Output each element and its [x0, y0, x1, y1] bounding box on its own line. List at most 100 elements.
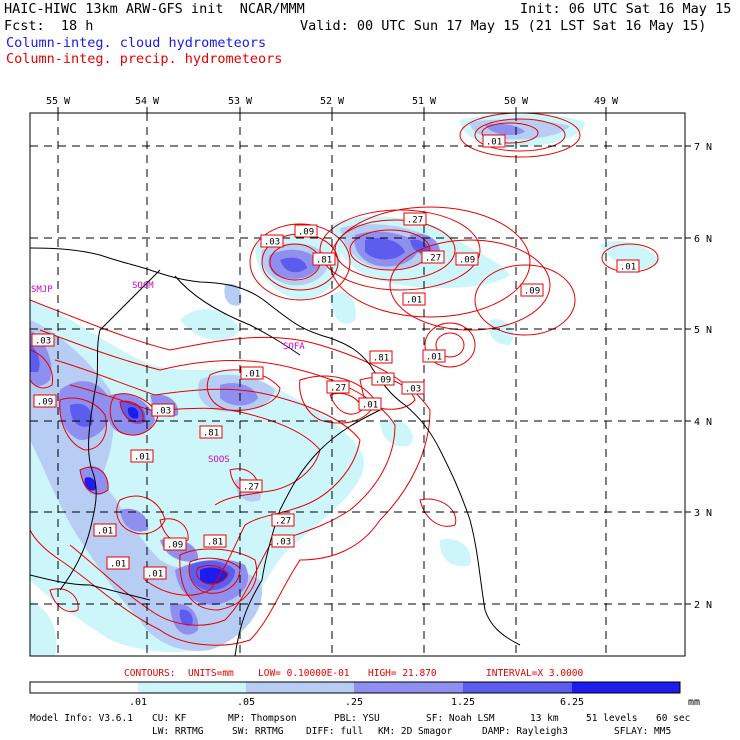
lat-label: 3 N [694, 508, 712, 519]
contour-label-box [422, 349, 446, 363]
contour-labels: .01 .03 .09 .27 .81 .27 .09 .01 .09 .01 .03 .01 .81.… [31, 134, 640, 580]
longitude-labels: 55 W 54 W 53 W 52 W 51 W 50 W 49 W [46, 96, 619, 107]
contour-label: .27 [330, 384, 346, 394]
lat-label: 6 N [694, 234, 712, 245]
contour-label: .09 [37, 398, 53, 408]
contour-label-box [326, 380, 350, 394]
low-text: LOW= 0.10000E-01 [258, 668, 350, 679]
lon-label: 52 W [320, 96, 345, 107]
contour-label-box [455, 252, 479, 266]
color-legend: .01 .05 .25 1.25 6.25 mm [29, 681, 700, 708]
coastline [30, 247, 521, 656]
contour-label-box [151, 403, 175, 417]
contour-label-box [199, 425, 223, 439]
lat-label: 7 N [694, 142, 712, 153]
legend-tick: 6.25 [560, 697, 584, 708]
contour-label: .27 [407, 216, 423, 226]
contour-info: CONTOURS: UNITS=mm LOW= 0.10000E-01 HIGH… [124, 668, 584, 679]
contour-label: .03 [35, 337, 51, 347]
station-label: SOOS [208, 455, 230, 465]
model-damp: DAMP: Rayleigh3 [482, 726, 568, 737]
lon-label: 50 W [504, 96, 529, 107]
contour-label: .81 [203, 429, 219, 439]
contour-label: .01 [110, 560, 126, 570]
lon-label: 55 W [46, 96, 71, 107]
lon-label: 54 W [135, 96, 160, 107]
contour-label-box [402, 292, 426, 306]
contour-label-box [31, 333, 55, 347]
model-info: Model Info: V3.6.1 CU: KF MP: Thompson P… [30, 713, 690, 737]
contour-label: .03 [155, 407, 171, 417]
contour-label: .09 [524, 287, 540, 297]
model-cu: CU: KF [152, 713, 187, 724]
map-frame [29, 112, 686, 657]
model-diff: DIFF: full [306, 726, 363, 737]
model-lw: LW: RRTMG [152, 726, 204, 737]
contour-label-box [401, 381, 425, 395]
model-levels: 51 levels [586, 713, 637, 724]
contour-label: .81 [373, 354, 389, 364]
contour-label: .01 [486, 138, 502, 148]
precip-contours [30, 113, 659, 646]
contour-label-box [93, 523, 117, 537]
station-label: SOFA [283, 342, 305, 352]
lat-lon-grid [30, 113, 685, 656]
contour-label-box [271, 513, 295, 527]
contour-label-box [369, 350, 393, 364]
lat-label: 5 N [694, 325, 712, 336]
contour-label-box [260, 234, 284, 248]
forecast-hour: Fcst: 18 h [4, 18, 94, 34]
contour-label-box [421, 250, 445, 264]
legend-tick: .05 [237, 697, 255, 708]
contour-label: .09 [459, 256, 475, 266]
station-label: SMJP [31, 285, 53, 295]
contour-label: .03 [264, 238, 280, 248]
interval-text: INTERVAL=X 3.0000 [486, 668, 584, 679]
model-km: KM: 2D Smagor [378, 726, 453, 737]
contour-label-box [239, 479, 263, 493]
contour-label: .81 [316, 256, 332, 266]
init-time: Init: 06 UTC Sat 16 May 15 [520, 1, 732, 17]
plot-title: HAIC-HIWC 13km ARW-GFS init NCAR/MMM [4, 1, 305, 17]
contour-label: .03 [405, 385, 421, 395]
contour-label-box [403, 212, 427, 226]
contour-label: .01 [97, 527, 113, 537]
station-label: SOCM [132, 281, 154, 291]
contour-label-box [203, 534, 227, 548]
contour-label: .27 [425, 254, 441, 264]
contour-label: .09 [375, 376, 391, 386]
legend-tick: .01 [129, 697, 147, 708]
station-labels: SMJP SOCM SOFA SOOS [31, 281, 305, 465]
lon-label: 49 W [594, 96, 619, 107]
contour-label: .01 [406, 296, 422, 306]
valid-time: Valid: 00 UTC Sun 17 May 15 (21 LST Sat … [300, 18, 707, 34]
model-pbl: PBL: YSU [334, 713, 380, 724]
contour-label: .01 [147, 570, 163, 580]
model-sf: SF: Noah LSM [426, 713, 495, 724]
contour-label-box [616, 259, 640, 273]
contour-label: .81 [207, 538, 223, 548]
model-res: 13 km [530, 713, 559, 724]
cloud-field-label: Column-integ. cloud hydrometeors [6, 35, 267, 51]
contour-label-box [106, 556, 130, 570]
model-mp: MP: Thompson [228, 713, 297, 724]
frame-ticks [57, 107, 691, 605]
contour-label: .09 [298, 228, 314, 238]
contour-label-box [240, 366, 264, 380]
contour-label-box [312, 252, 336, 266]
contour-label: .27 [275, 517, 291, 527]
model-sflay: SFLAY: MM5 [614, 726, 671, 737]
units-text: UNITS=mm [188, 668, 234, 679]
contour-label-box [271, 534, 295, 548]
lat-label: 2 N [694, 600, 712, 611]
contour-label: .27 [243, 483, 259, 493]
contour-label: .01 [244, 370, 260, 380]
contour-label: .03 [275, 538, 291, 548]
contour-label: .01 [134, 453, 150, 463]
contour-label-box [358, 397, 382, 411]
contours-text: CONTOURS: [124, 668, 175, 679]
model-dt: 60 sec [656, 713, 690, 724]
legend-tick: .25 [345, 697, 363, 708]
legend-tick: 1.25 [451, 697, 475, 708]
